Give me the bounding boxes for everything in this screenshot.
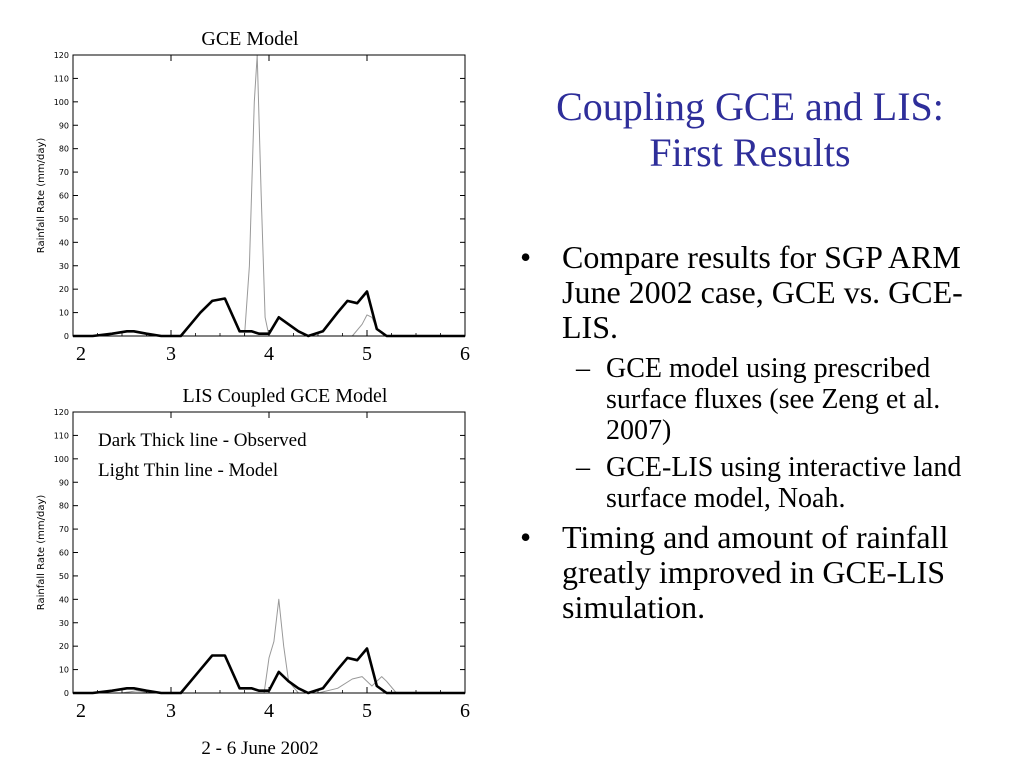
y-tick-label: 100: [54, 455, 69, 464]
y-tick-label: 0: [64, 689, 69, 698]
y-tick-label: 10: [59, 666, 69, 675]
sub-bullet-text: GCE model using prescribed surface fluxe…: [606, 353, 941, 446]
x-tick-label: 6: [460, 343, 470, 365]
y-tick-label: 70: [59, 168, 69, 177]
series-line-model: [73, 598, 465, 694]
x-tick-label: 6: [460, 700, 470, 722]
y-tick-label: 30: [59, 262, 69, 271]
dash-glyph: –: [576, 452, 590, 483]
y-tick-label: 20: [59, 642, 69, 651]
x-axis-label: 2 - 6 June 2002: [201, 738, 319, 759]
bullet-item-2: • Timing and amount of rainfall greatly …: [520, 520, 1000, 625]
x-tick-label: 5: [362, 343, 372, 365]
y-tick-label: 40: [59, 595, 69, 604]
y-tick-label: 110: [54, 431, 69, 440]
x-tick-label: 2: [76, 700, 86, 722]
y-tick-label: 80: [59, 145, 69, 154]
x-tick-label: 5: [362, 700, 372, 722]
y-tick-label: 110: [54, 74, 69, 83]
y-tick-label: 30: [59, 619, 69, 628]
x-tick-label: 4: [264, 343, 274, 365]
slide-title-line-2: First Results: [649, 130, 851, 175]
y-tick-label: 90: [59, 478, 69, 487]
y-axis-label: Rainfall Rate (mm/day): [36, 138, 47, 254]
chart-title-lis-gce: LIS Coupled GCE Model: [182, 385, 388, 407]
y-tick-label: 10: [59, 309, 69, 318]
chart-title-gce: GCE Model: [201, 28, 299, 50]
y-tick-label: 60: [59, 549, 69, 558]
y-tick-label: 60: [59, 192, 69, 201]
y-tick-label: 50: [59, 215, 69, 224]
slide-title-line-1: Coupling GCE and LIS:: [556, 84, 944, 129]
x-tick-label: 2: [76, 343, 86, 365]
series-line-observed: [73, 647, 465, 695]
y-tick-label: 120: [54, 51, 69, 60]
y-tick-label: 50: [59, 572, 69, 581]
bullet-text: Timing and amount of rainfall greatly im…: [562, 519, 949, 625]
legend-observed: Dark Thick line - Observed: [98, 430, 307, 451]
sub-bullet-item-2: – GCE-LIS using interactive land surface…: [520, 452, 1000, 514]
slide-title: Coupling GCE and LIS: First Results: [500, 84, 1000, 176]
y-tick-label: 0: [64, 332, 69, 341]
x-tick-label: 3: [166, 343, 176, 365]
y-tick-label: 120: [54, 408, 69, 417]
y-tick-label: 100: [54, 98, 69, 107]
dash-glyph: –: [576, 353, 590, 384]
bullet-text: Compare results for SGP ARM June 2002 ca…: [562, 239, 963, 345]
x-tick-label: 4: [264, 700, 274, 722]
y-tick-label: 90: [59, 121, 69, 130]
series-line-observed: [73, 290, 465, 338]
bullet-glyph: •: [520, 519, 532, 555]
y-tick-label: 70: [59, 525, 69, 534]
sub-bullet-item-1: – GCE model using prescribed surface flu…: [520, 353, 1000, 446]
plot-frame: [72, 411, 466, 694]
bullet-item-1: • Compare results for SGP ARM June 2002 …: [520, 240, 1000, 345]
legend-model: Light Thin line - Model: [98, 460, 279, 481]
x-tick-label: 3: [166, 700, 176, 722]
sub-bullet-text: GCE-LIS using interactive land surface m…: [606, 452, 962, 514]
y-axis-label: Rainfall Rate (mm/day): [36, 495, 47, 611]
y-tick-label: 80: [59, 502, 69, 511]
bullet-glyph: •: [520, 239, 532, 275]
y-tick-label: 20: [59, 285, 69, 294]
bullet-list: • Compare results for SGP ARM June 2002 …: [520, 240, 1000, 633]
y-tick-label: 40: [59, 238, 69, 247]
